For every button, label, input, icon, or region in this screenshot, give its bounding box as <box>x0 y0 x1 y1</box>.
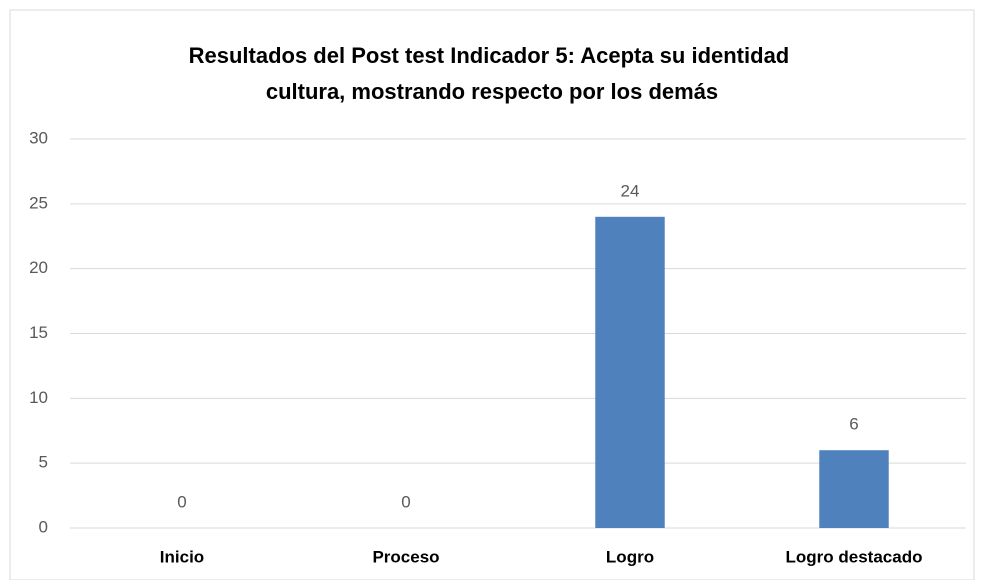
data-label: 24 <box>621 181 640 200</box>
x-tick-label: Logro <box>606 547 654 566</box>
bar <box>595 216 665 529</box>
chart-frame <box>9 9 975 581</box>
y-tick-label: 20 <box>29 258 48 277</box>
y-tick-label: 0 <box>39 517 48 536</box>
data-label: 0 <box>177 492 186 511</box>
data-label: 6 <box>849 415 858 434</box>
chart-title: Resultados del Post test Indicador 5: Ac… <box>189 43 796 104</box>
y-tick-label: 5 <box>39 453 48 472</box>
chart-title-line: Resultados del Post test Indicador 5: Ac… <box>189 43 790 68</box>
x-tick-label: Inicio <box>160 547 204 566</box>
x-tick-label: Proceso <box>372 547 439 566</box>
bar <box>819 450 889 528</box>
y-tick-label: 15 <box>29 323 48 342</box>
y-tick-label: 30 <box>29 128 48 147</box>
data-label: 0 <box>401 492 410 511</box>
y-tick-label: 10 <box>29 388 48 407</box>
y-tick-label: 25 <box>29 193 48 212</box>
chart-title-line: cultura, mostrando respecto por los demá… <box>266 79 718 104</box>
x-tick-label: Logro destacado <box>786 547 923 566</box>
